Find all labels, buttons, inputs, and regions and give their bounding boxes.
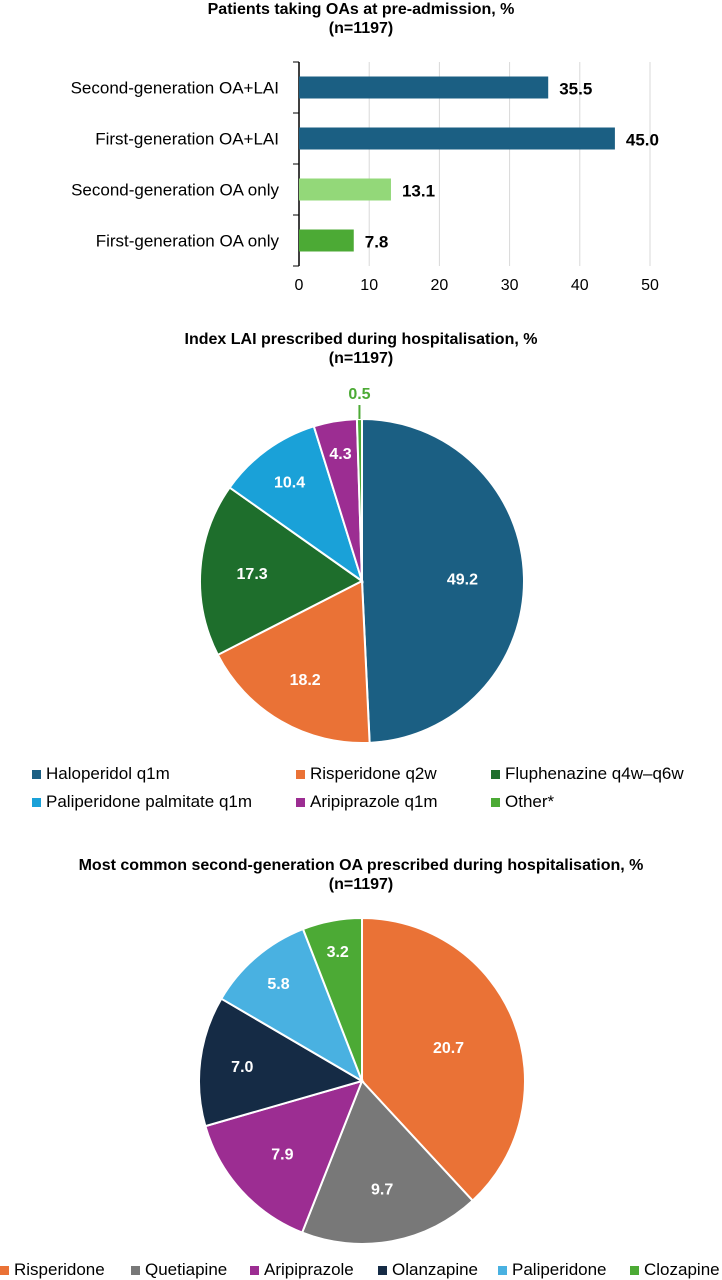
- legend-item: Paliperidone: [498, 1260, 607, 1280]
- pie1-title: Index LAI prescribed during hospitalisat…: [0, 330, 722, 368]
- data-label: 20.7: [433, 1040, 464, 1057]
- data-label: 7.9: [271, 1146, 293, 1163]
- x-tick-label: 50: [641, 277, 659, 294]
- legend-swatch: [491, 769, 500, 779]
- pie-slice: [361, 417, 525, 744]
- pie1-chart: 49.2 18.2 17.3 10.4 4.3 0.5: [199, 386, 525, 744]
- legend-label: Other*: [505, 792, 555, 811]
- category-label: First-generation OA only: [96, 232, 280, 251]
- legend-swatch: [131, 1265, 140, 1275]
- category-label: Second-generation OA only: [71, 181, 279, 200]
- legend-item: Olanzapine: [378, 1260, 478, 1280]
- bar-chart: 0 10 20 30 40 50 Second-generation OA+LAI 35.5 F…: [71, 61, 659, 294]
- legend-label: Risperidone: [14, 1260, 105, 1279]
- legend-item: Other*: [491, 792, 554, 812]
- legend-label: Fluphenazine q4w–q6w: [505, 764, 684, 783]
- legend-label: Aripiprazole q1m: [310, 792, 438, 811]
- legend-item: Aripiprazole q1m: [296, 792, 438, 812]
- pie-slice: [199, 486, 364, 657]
- category-label: Second-generation OA+LAI: [71, 79, 279, 98]
- pie2-chart: 20.7 9.7 7.9 7.0 5.8 3.2: [198, 916, 526, 1245]
- pie-slice: [228, 425, 364, 584]
- data-label: 9.7: [371, 1181, 393, 1198]
- x-tick-label: 30: [501, 277, 519, 294]
- data-label: 13.1: [402, 182, 435, 201]
- pie2-title: Most common second-generation OA prescri…: [0, 856, 722, 894]
- bar: [299, 178, 391, 201]
- data-label: 18.2: [290, 672, 321, 689]
- data-label: 4.3: [329, 446, 351, 463]
- legend-swatch: [491, 797, 500, 807]
- legend-label: Aripiprazole: [264, 1260, 354, 1279]
- data-label: 5.8: [267, 976, 289, 993]
- bar: [299, 229, 354, 252]
- bar-chart-title-text: Patients taking OAs at pre-admission, %: [207, 1, 515, 18]
- legend-swatch: [378, 1265, 387, 1275]
- x-tick-label: 20: [431, 277, 449, 294]
- category-label: First-generation OA+LAI: [95, 130, 279, 149]
- data-label: 49.2: [447, 572, 478, 589]
- legend-swatch: [250, 1265, 259, 1275]
- data-label: 35.5: [559, 80, 592, 99]
- bar: [299, 127, 615, 150]
- legend-swatch: [0, 1265, 9, 1275]
- legend-swatch: [32, 769, 41, 779]
- bar-chart-title: Patients taking OAs at pre-admission, % …: [0, 0, 722, 38]
- legend-item: Quetiapine: [131, 1260, 227, 1280]
- legend-item: Haloperidol q1m: [32, 764, 170, 784]
- pie2-subtitle: (n=1197): [328, 876, 394, 893]
- legend-label: Paliperidone: [512, 1260, 607, 1279]
- legend-label: Olanzapine: [392, 1260, 479, 1279]
- legend-item: Aripiprazole: [250, 1260, 354, 1280]
- legend-label: Risperidone q2w: [310, 764, 437, 783]
- pie1-subtitle: (n=1197): [328, 350, 394, 367]
- pie-slice: [219, 927, 364, 1084]
- data-label: 7.8: [365, 233, 389, 252]
- legend-swatch: [296, 797, 305, 807]
- legend-swatch: [32, 797, 41, 807]
- data-label: 17.3: [237, 566, 268, 583]
- x-tick-label: 10: [360, 277, 378, 294]
- data-label: 7.0: [231, 1059, 253, 1076]
- data-label: 10.4: [274, 474, 305, 491]
- legend-label: Paliperidone palmitate q1m: [46, 792, 253, 811]
- legend-item: Risperidone: [0, 1260, 105, 1280]
- pie-slice: [300, 1079, 475, 1245]
- legend-item: Risperidone q2w: [296, 764, 437, 784]
- x-tick-label: 40: [571, 277, 589, 294]
- legend-item: Fluphenazine q4w–q6w: [491, 764, 684, 784]
- legend-swatch: [296, 769, 305, 779]
- data-label: 45.0: [626, 131, 659, 150]
- pie-slice: [301, 916, 363, 1082]
- pie1-legend: Haloperidol q1m Risperidone q2w Fluphenazi…: [0, 764, 722, 814]
- x-tick-label: 0: [295, 277, 304, 294]
- data-label: 3.2: [327, 944, 349, 961]
- legend-swatch: [498, 1265, 507, 1275]
- legend-swatch: [630, 1265, 639, 1275]
- pie2-legend: Risperidone Quetiapine Aripiprazole Olanzap…: [0, 1260, 722, 1280]
- data-label: 0.5: [348, 386, 370, 403]
- legend-label: Quetiapine: [145, 1260, 228, 1279]
- legend-label: Haloperidol q1m: [46, 764, 170, 783]
- legend-item: Paliperidone palmitate q1m: [32, 792, 252, 812]
- pie1-title-text: Index LAI prescribed during hospitalisat…: [184, 331, 538, 348]
- pie-slice: [204, 1079, 364, 1234]
- bar-chart-subtitle: (n=1197): [328, 20, 394, 37]
- pie-slice: [361, 916, 526, 1203]
- legend-item: Clozapine: [630, 1260, 720, 1280]
- pie-slice: [198, 997, 365, 1128]
- bar: [299, 76, 549, 99]
- pie-slice: [216, 579, 371, 744]
- legend-label: Clozapine: [644, 1260, 720, 1279]
- pie2-title-text: Most common second-generation OA prescri…: [78, 857, 644, 874]
